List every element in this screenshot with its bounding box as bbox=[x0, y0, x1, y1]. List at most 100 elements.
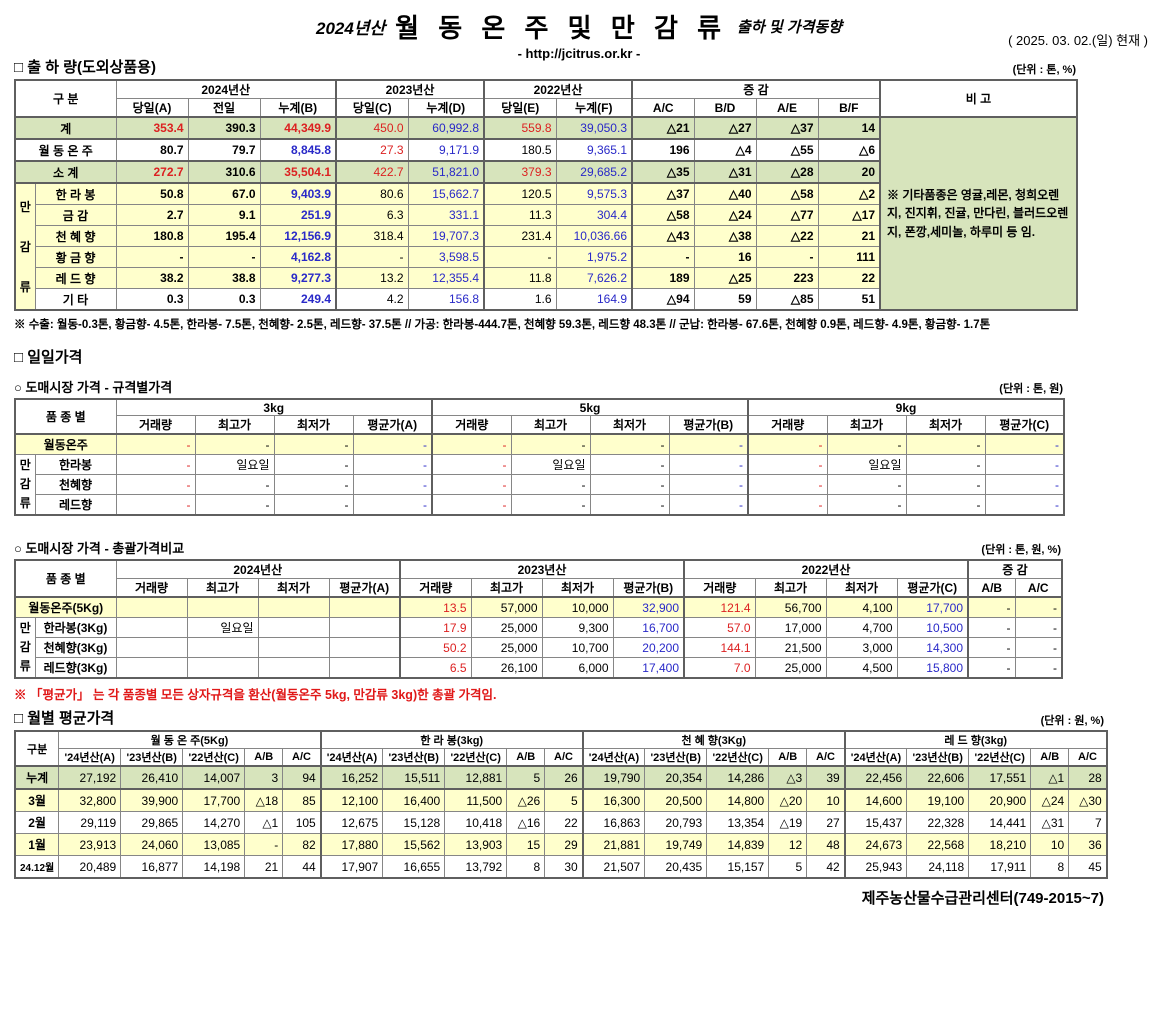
data-cell: 21 bbox=[244, 855, 284, 879]
data-cell: △43 bbox=[631, 225, 695, 247]
sub-header-cell: A/C bbox=[631, 98, 695, 118]
row-label-cell: 한라봉(3Kg) bbox=[34, 617, 117, 638]
sub-header-cell: '22년산(C) bbox=[706, 748, 770, 767]
data-cell: - bbox=[273, 454, 354, 475]
data-cell: - bbox=[984, 454, 1065, 475]
data-cell: - bbox=[273, 433, 354, 455]
sub-header-cell: 거래량 bbox=[115, 415, 196, 435]
data-cell: 22,606 bbox=[906, 765, 970, 790]
data-cell: - bbox=[1014, 617, 1063, 638]
data-cell: - bbox=[510, 433, 591, 455]
data-cell: 21,507 bbox=[581, 855, 646, 879]
sub-header-cell: '23년산(B) bbox=[906, 748, 970, 767]
row-label-cell: 1월 bbox=[14, 833, 60, 856]
sub-header-cell: A/C bbox=[1014, 578, 1063, 598]
data-cell: 5 bbox=[506, 765, 546, 790]
data-cell bbox=[328, 657, 401, 679]
data-cell: - bbox=[905, 433, 986, 455]
daily-price-section-title: □ 일일가격 bbox=[14, 349, 83, 366]
data-cell: - bbox=[431, 454, 512, 475]
data-cell: △58 bbox=[755, 182, 819, 205]
data-cell: 13.2 bbox=[335, 267, 409, 289]
title-line: 2024년산 월 동 온 주 및 만 감 류 출하 및 가격동향 bbox=[14, 6, 1144, 45]
data-cell: 25,000 bbox=[470, 617, 543, 638]
data-cell: - bbox=[984, 494, 1065, 516]
data-cell bbox=[186, 596, 259, 618]
row-label-cell: 월동온주 bbox=[14, 433, 117, 455]
data-cell: 36 bbox=[1068, 833, 1108, 856]
data-cell: 5 bbox=[768, 855, 808, 879]
data-cell: 26,410 bbox=[120, 765, 184, 790]
data-cell: 39,900 bbox=[120, 788, 184, 812]
data-cell: 10,036.66 bbox=[555, 225, 633, 247]
size-price-table: 품 종 별 3kg 5kg 9kg 거래량 최고가 최저가 평균가(A) 거래량 최고가 최저가 평균… bbox=[14, 398, 1065, 516]
data-cell: - bbox=[1014, 637, 1063, 658]
data-cell: - bbox=[967, 637, 1016, 658]
data-cell: 22 bbox=[817, 267, 881, 289]
data-cell: - bbox=[905, 494, 986, 516]
sub-header-cell: '23년산(B) bbox=[120, 748, 184, 767]
data-cell: 19,707.3 bbox=[407, 225, 485, 247]
data-cell bbox=[115, 637, 188, 658]
group-header-cell: 5kg bbox=[431, 398, 749, 416]
data-cell: 80.6 bbox=[335, 182, 409, 205]
data-cell: 12,675 bbox=[319, 811, 384, 834]
data-cell: △37 bbox=[631, 182, 695, 205]
data-cell: △31 bbox=[693, 160, 757, 184]
data-cell: 29,685.2 bbox=[555, 160, 633, 184]
data-cell: 251.9 bbox=[259, 204, 337, 226]
data-cell: 22,328 bbox=[906, 811, 970, 834]
data-cell: - bbox=[335, 246, 409, 268]
data-cell: 249.4 bbox=[259, 288, 337, 311]
data-cell: 4,100 bbox=[825, 596, 898, 618]
data-cell: 59 bbox=[693, 288, 757, 311]
data-cell: 12,156.9 bbox=[259, 225, 337, 247]
data-cell: 22 bbox=[544, 811, 584, 834]
data-cell: 21 bbox=[817, 225, 881, 247]
data-cell: 331.1 bbox=[407, 204, 485, 226]
corner-header-cell: 품 종 별 bbox=[14, 398, 117, 435]
data-cell: 82 bbox=[282, 833, 322, 856]
data-cell bbox=[186, 637, 259, 658]
sub-header-cell: 누계(D) bbox=[407, 98, 485, 118]
data-cell: 44 bbox=[282, 855, 322, 879]
data-cell bbox=[257, 657, 330, 679]
data-cell: - bbox=[905, 474, 986, 495]
data-cell: 105 bbox=[282, 811, 322, 834]
data-cell: - bbox=[244, 833, 284, 856]
data-cell: - bbox=[115, 454, 196, 475]
sub-header-cell: B/F bbox=[817, 98, 881, 118]
data-cell: 25,000 bbox=[754, 657, 827, 679]
data-cell: 14,800 bbox=[706, 788, 770, 812]
data-cell: 8 bbox=[506, 855, 546, 879]
data-cell: 일요일 bbox=[186, 617, 259, 638]
data-cell: 318.4 bbox=[335, 225, 409, 247]
data-cell: 7,626.2 bbox=[555, 267, 633, 289]
data-cell: 44,349.9 bbox=[259, 116, 337, 140]
data-cell bbox=[257, 617, 330, 638]
monthly-price-header: □ 월별 평균가격 (단위 : 원, %) bbox=[14, 707, 1104, 728]
data-cell: 4,700 bbox=[825, 617, 898, 638]
data-cell: - bbox=[352, 433, 433, 455]
data-cell: 304.4 bbox=[555, 204, 633, 226]
corner-header-cell: 구분 bbox=[14, 730, 60, 767]
sub-header-cell: 최저가 bbox=[825, 578, 898, 598]
data-cell: 13,354 bbox=[706, 811, 770, 834]
data-cell: - bbox=[984, 474, 1065, 495]
data-cell: - bbox=[668, 454, 749, 475]
data-cell: 15 bbox=[506, 833, 546, 856]
data-cell: △20 bbox=[768, 788, 808, 812]
data-cell: 20,200 bbox=[612, 637, 685, 658]
sub-header-cell: 최고가 bbox=[194, 415, 275, 435]
monthly-price-table: 구분 월 동 온 주(5Kg) 한 라 봉(3kg) 천 혜 향(3Kg) 레 드 향(… bbox=[14, 730, 1108, 879]
data-cell: - bbox=[755, 246, 819, 268]
sub-header-cell: A/B bbox=[506, 748, 546, 767]
data-cell: 13,903 bbox=[444, 833, 508, 856]
data-cell: 310.6 bbox=[187, 160, 261, 184]
sub-header-cell: '24년산(A) bbox=[581, 748, 646, 767]
data-cell: 15,157 bbox=[706, 855, 770, 879]
row-label-cell: 누계 bbox=[14, 765, 60, 790]
data-cell: 14,600 bbox=[843, 788, 908, 812]
sub-header-cell: '24년산(A) bbox=[58, 748, 122, 767]
data-cell: 15,128 bbox=[382, 811, 446, 834]
